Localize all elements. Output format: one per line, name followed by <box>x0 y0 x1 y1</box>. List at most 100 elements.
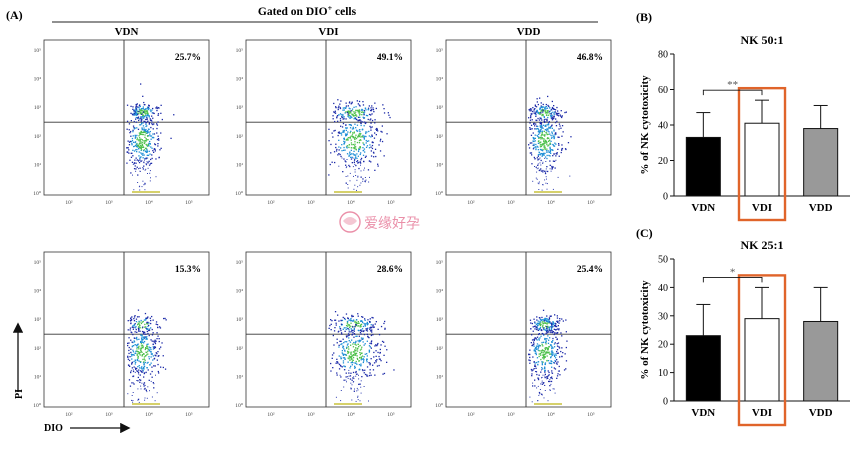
flow-event-dot <box>553 135 555 138</box>
flow-event-dot <box>138 360 140 362</box>
flow-event-dot <box>134 371 136 373</box>
flow-event-dot <box>164 368 167 370</box>
flow-event-dot <box>368 320 371 323</box>
flow-event-dot <box>148 115 150 117</box>
flow-event-dot <box>138 320 140 322</box>
flow-event-dot <box>141 355 143 357</box>
flow-event-dot <box>363 148 366 150</box>
flow-event-dot <box>340 365 342 367</box>
flow-event-dot <box>138 135 140 137</box>
flow-event-dot <box>547 114 550 116</box>
flow-event-dot <box>566 340 568 342</box>
flow-event-dot <box>138 160 140 161</box>
flow-event-dot <box>134 363 136 365</box>
flow-event-dot <box>561 149 563 151</box>
flow-event-dot <box>139 146 141 148</box>
flow-event-dot <box>357 313 359 315</box>
flow-event-dot <box>341 350 343 352</box>
flow-event-dot <box>351 355 353 358</box>
flow-event-dot <box>134 141 137 143</box>
flow-event-dot <box>349 101 351 103</box>
flow-event-dot <box>350 362 352 364</box>
flow-event-dot <box>349 136 351 138</box>
flow-event-dot <box>146 351 148 354</box>
flow-y-tick-label: 10⁰ <box>235 190 244 197</box>
flow-event-dot <box>355 134 357 136</box>
flow-event-dot <box>528 147 531 149</box>
flow-event-dot <box>368 337 370 339</box>
flow-event-dot <box>552 331 554 334</box>
flow-event-dot <box>353 161 355 164</box>
flow-event-dot <box>137 327 140 329</box>
flow-event-dot <box>145 372 147 374</box>
flow-event-dot <box>548 151 550 153</box>
flow-event-dot <box>136 142 138 145</box>
flow-event-dot <box>342 360 345 362</box>
significance-label: ** <box>727 79 738 91</box>
flow-event-dot <box>148 122 151 124</box>
flow-event-dot <box>538 181 540 183</box>
flow-event-dot <box>140 113 142 115</box>
flow-event-dot <box>355 148 357 150</box>
flow-event-dot <box>546 315 548 317</box>
flow-event-dot <box>366 330 369 332</box>
flow-event-dot <box>348 369 350 371</box>
flow-event-dot <box>364 373 367 376</box>
flow-event-dot <box>360 325 362 328</box>
flow-event-dot <box>142 336 145 338</box>
flow-event-dot <box>538 333 540 336</box>
flow-event-dot <box>348 144 350 146</box>
flow-y-tick-label: 10² <box>34 346 42 352</box>
flow-event-dot <box>550 125 553 127</box>
flow-event-dot <box>536 345 538 347</box>
flow-event-dot <box>338 363 341 365</box>
flow-event-dot <box>552 340 554 342</box>
flow-event-dot <box>542 345 544 347</box>
flow-event-dot <box>348 375 350 377</box>
flow-event-dot <box>359 119 361 121</box>
flow-event-dot <box>349 359 351 361</box>
flow-event-dot <box>369 346 371 348</box>
flow-event-dot <box>142 144 144 146</box>
flow-event-dot <box>545 320 548 323</box>
flow-event-dot <box>351 399 353 401</box>
flow-event-dot <box>358 335 360 337</box>
flow-event-dot <box>539 130 541 132</box>
flow-event-dot <box>546 148 548 150</box>
flow-event-dot <box>534 348 536 350</box>
flow-event-dot <box>558 322 560 324</box>
flow-event-dot <box>546 137 548 140</box>
flow-event-dot <box>533 156 535 159</box>
flow-event-dot <box>544 148 546 151</box>
flow-event-dot <box>144 361 146 364</box>
flow-event-dot <box>351 360 353 362</box>
flow-event-dot <box>352 329 354 332</box>
flow-event-dot <box>356 130 358 132</box>
flow-event-dot <box>141 334 143 337</box>
flow-event-dot <box>375 155 377 158</box>
flow-event-dot <box>537 385 539 387</box>
flow-event-dot <box>362 341 364 343</box>
flow-event-dot <box>137 370 139 373</box>
flow-event-dot <box>536 101 538 103</box>
flow-event-dot <box>369 364 371 366</box>
flow-event-dot <box>348 110 350 112</box>
flow-event-dot <box>143 336 145 338</box>
flow-event-dot <box>131 316 133 318</box>
flow-event-dot <box>544 147 546 149</box>
flow-event-dot <box>551 165 553 167</box>
flow-event-dot <box>558 128 560 130</box>
flow-event-dot <box>550 351 553 353</box>
flow-event-dot <box>539 125 541 127</box>
flow-event-dot <box>143 142 146 145</box>
flow-event-dot <box>337 107 339 109</box>
flow-event-dot <box>138 151 140 153</box>
flow-event-dot <box>365 329 367 331</box>
flow-event-dot <box>139 142 141 144</box>
flow-event-dot <box>535 323 538 326</box>
flow-event-dot <box>146 343 148 346</box>
flow-event-dot <box>147 325 149 328</box>
flow-event-dot <box>360 133 362 135</box>
flow-event-dot <box>547 326 549 328</box>
flow-event-dot <box>544 362 547 364</box>
